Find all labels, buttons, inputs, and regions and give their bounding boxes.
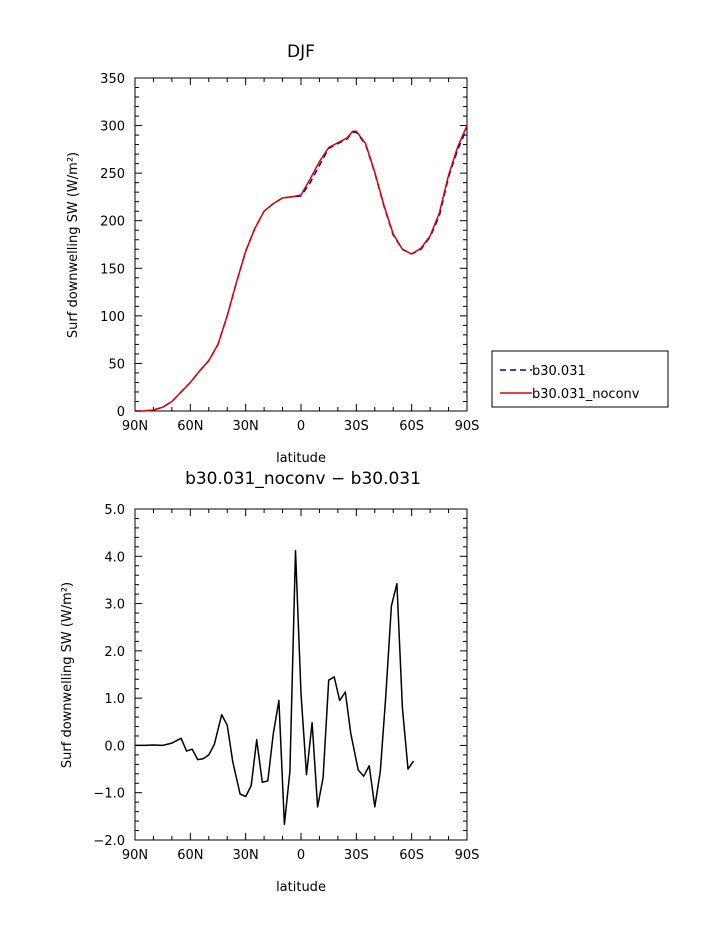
y-tick-label: 5.0 bbox=[104, 503, 125, 518]
bottom-axes: 90N 60N 30N 0 30S 60S 90S −2.0 −1.0 0.0 1.0 2.0 3.0 4… bbox=[93, 503, 479, 863]
series-line-b30-031 bbox=[135, 128, 468, 412]
y-tick-label: 0 bbox=[117, 405, 125, 420]
top-x-axis-label: latitude bbox=[276, 451, 326, 466]
y-tick-label: 150 bbox=[100, 262, 125, 277]
series-line-difference bbox=[135, 549, 415, 826]
top-title: DJF bbox=[287, 42, 315, 62]
legend-label-b30-031-noconv: b30.031_noconv bbox=[532, 387, 640, 402]
top-y-axis-label: Surf downwelling SW (W/m²) bbox=[66, 152, 81, 338]
x-tick-label: 90S bbox=[455, 419, 480, 434]
series-line-b30-031-noconv bbox=[135, 125, 468, 412]
legend: b30.031 b30.031_noconv bbox=[491, 350, 669, 408]
y-tick-label: 2.0 bbox=[104, 645, 125, 660]
x-tick-label: 60N bbox=[177, 848, 203, 863]
x-tick-label: 60S bbox=[399, 848, 424, 863]
y-tick-label: 0.0 bbox=[104, 739, 125, 754]
bottom-title: b30.031_noconv − b30.031 bbox=[185, 469, 421, 489]
x-tick-label: 30N bbox=[233, 848, 259, 863]
top-panel: DJF 90N 60N 30N 0 30S 60S 90S 0 50 100 150 200 250 30… bbox=[66, 42, 479, 466]
x-tick-label: 60N bbox=[177, 419, 203, 434]
y-tick-label: 50 bbox=[108, 357, 125, 372]
x-tick-label: 30N bbox=[233, 419, 259, 434]
y-tick-label: −2.0 bbox=[93, 834, 125, 849]
bottom-x-axis-label: latitude bbox=[276, 880, 326, 895]
y-tick-label: 300 bbox=[100, 120, 125, 135]
y-tick-label: 100 bbox=[100, 310, 125, 325]
y-tick-label: 200 bbox=[100, 215, 125, 230]
legend-box bbox=[491, 350, 669, 408]
x-tick-label: 0 bbox=[297, 848, 305, 863]
x-tick-label: 90N bbox=[122, 419, 148, 434]
y-tick-label: −1.0 bbox=[93, 787, 125, 802]
bottom-panel: b30.031_noconv − b30.031 90N 60N 30N 0 30S 60… bbox=[60, 469, 479, 895]
y-tick-label: 350 bbox=[100, 72, 125, 87]
bottom-series bbox=[135, 549, 415, 826]
legend-label-b30-031: b30.031 bbox=[532, 364, 586, 379]
top-series bbox=[135, 125, 468, 412]
bottom-y-axis-label: Surf downwelling SW (W/m²) bbox=[60, 582, 75, 768]
x-tick-label: 30S bbox=[344, 419, 369, 434]
top-axes: 90N 60N 30N 0 30S 60S 90S 0 50 100 150 200 250 300 350 bbox=[100, 72, 479, 434]
x-tick-label: 90N bbox=[122, 848, 148, 863]
x-tick-label: 60S bbox=[399, 419, 424, 434]
y-tick-label: 250 bbox=[100, 167, 125, 182]
x-tick-label: 90S bbox=[455, 848, 480, 863]
y-tick-label: 4.0 bbox=[104, 550, 125, 565]
x-tick-label: 30S bbox=[344, 848, 369, 863]
top-plot-frame bbox=[134, 77, 468, 412]
y-tick-label: 3.0 bbox=[104, 598, 125, 613]
x-tick-label: 0 bbox=[297, 419, 305, 434]
y-tick-label: 1.0 bbox=[104, 692, 125, 707]
